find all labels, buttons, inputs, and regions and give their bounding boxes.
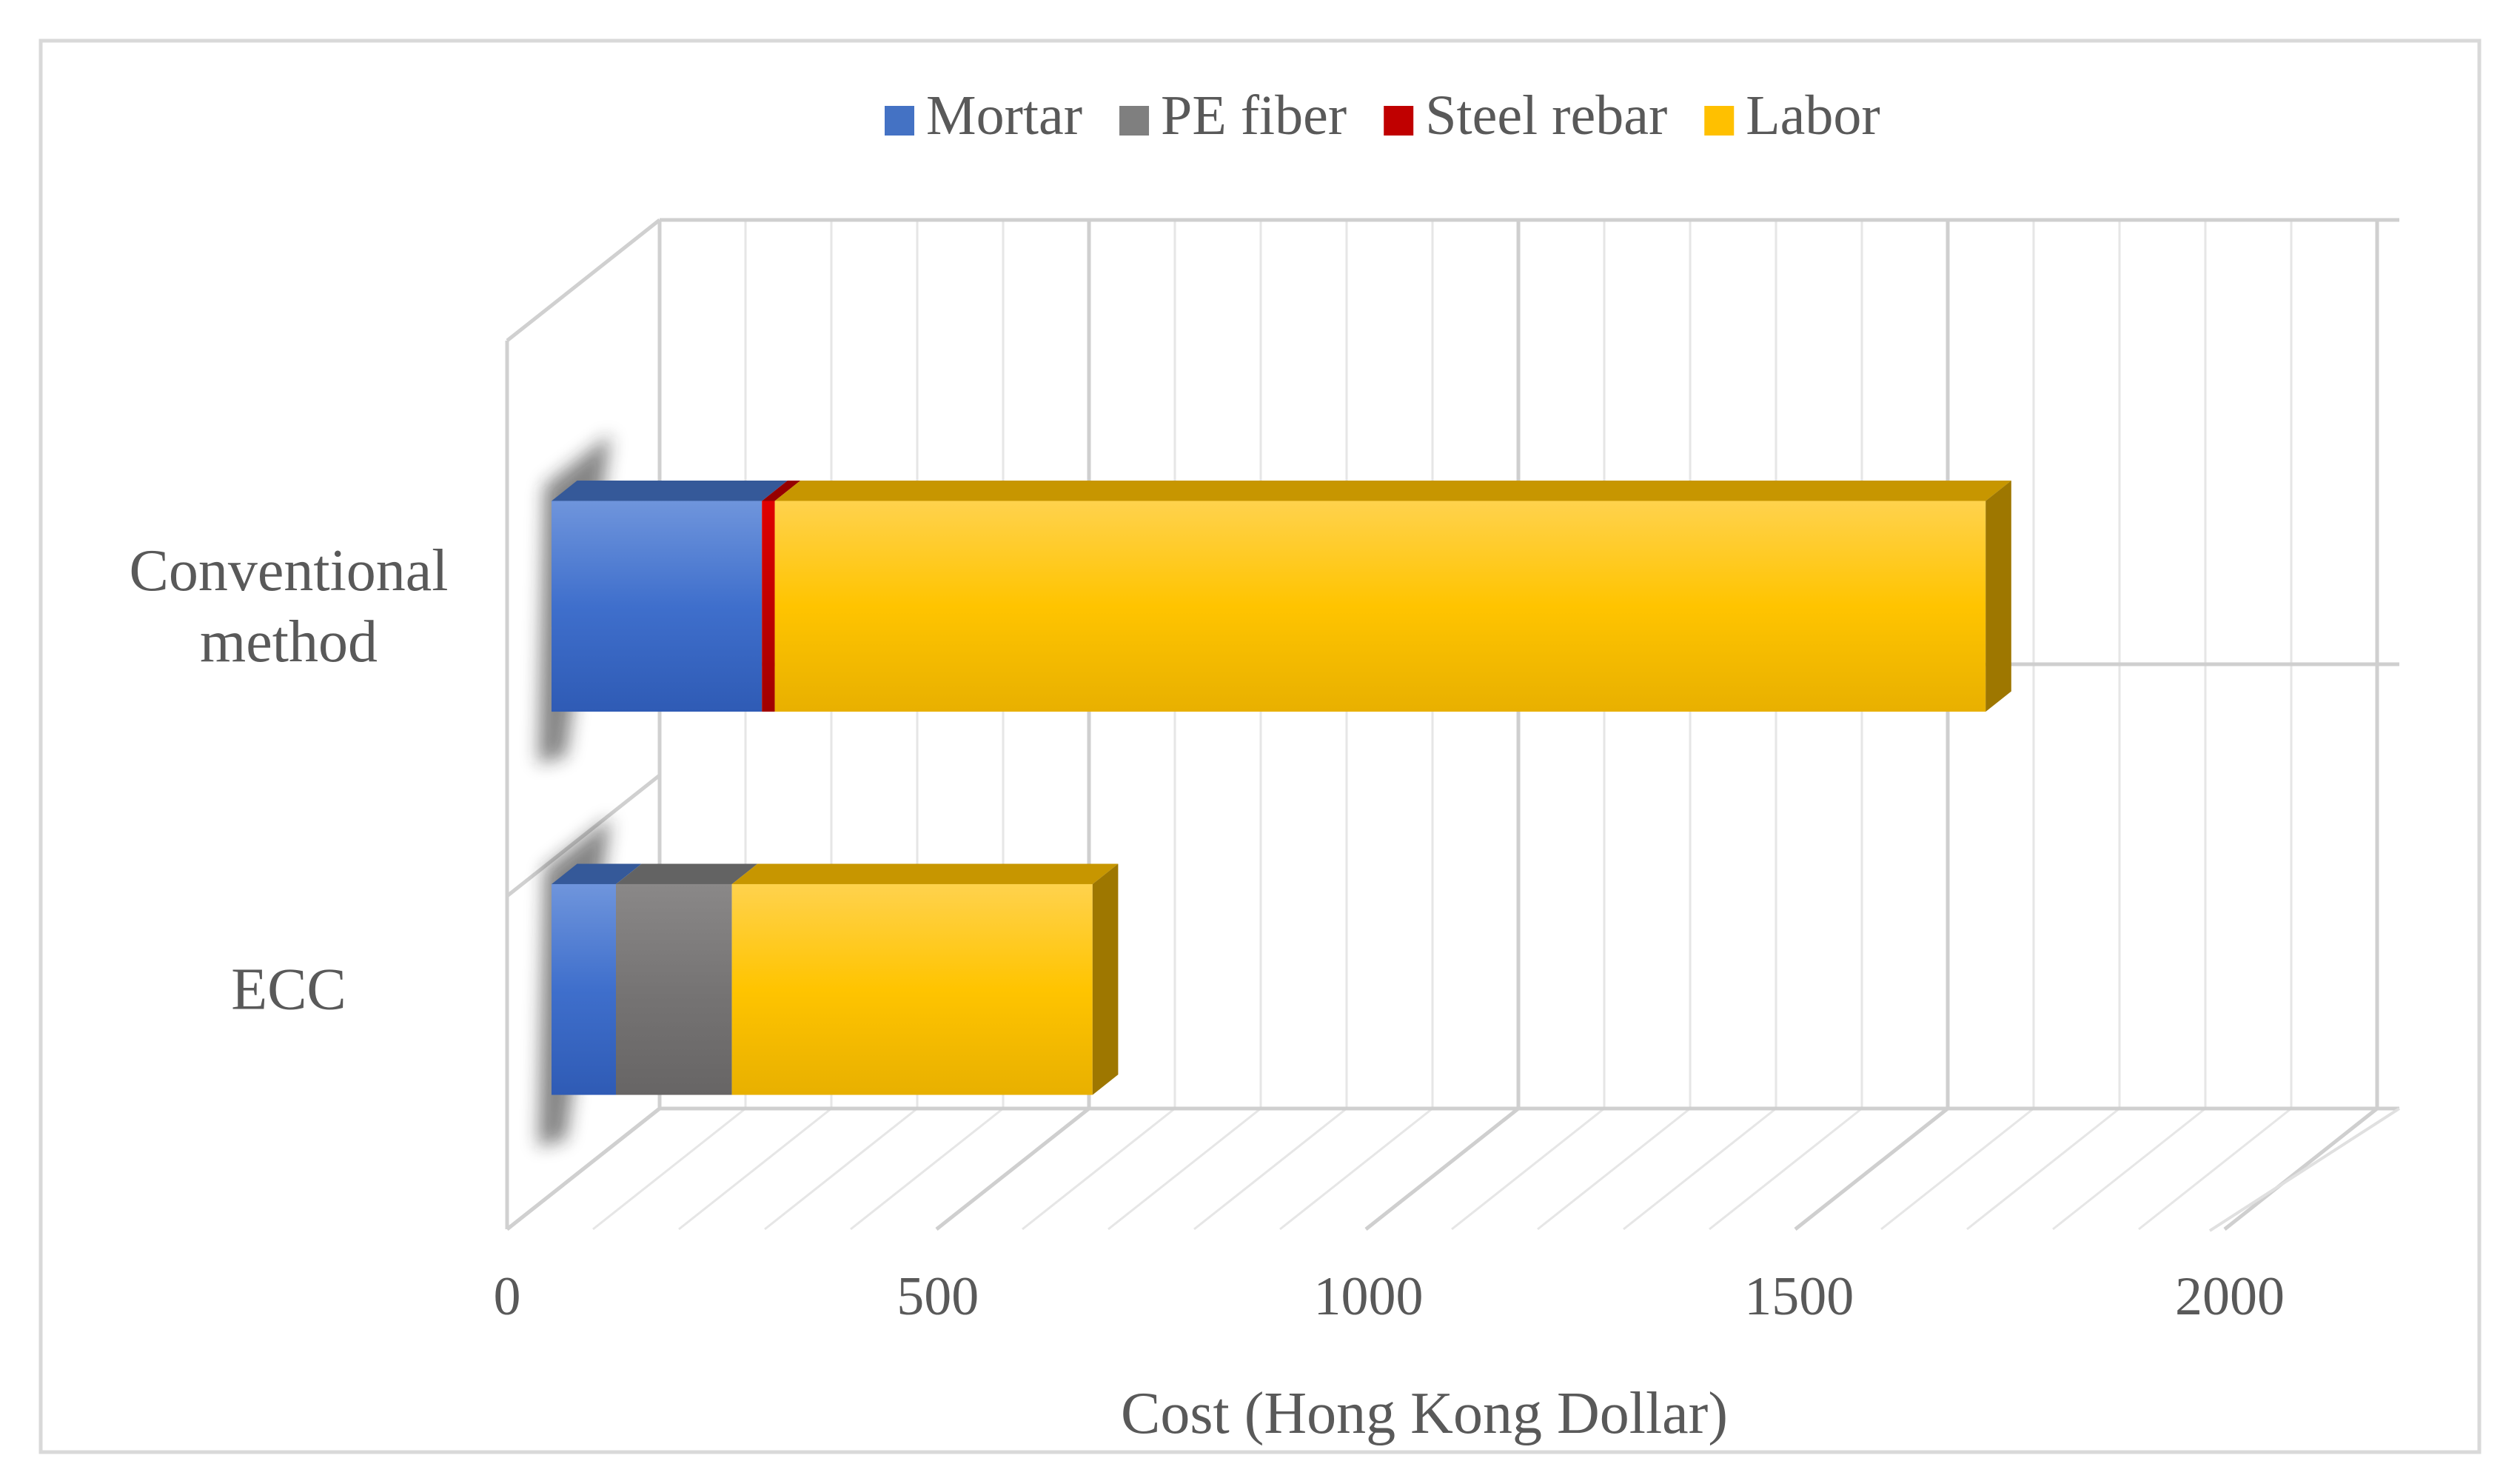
category-label-conventional-method: Conventional method <box>129 538 448 675</box>
gridline-floor <box>1623 1107 1777 1231</box>
x-tick-labels: 0 500 1000 1500 2000 <box>494 1266 2285 1327</box>
legend-label-labor: Labor <box>1746 84 1880 147</box>
gridline-floor <box>1364 1107 1520 1231</box>
bar-conventional-method-mortar <box>552 501 763 712</box>
floor-edge <box>2208 1107 2401 1232</box>
bar-ecc-labor <box>731 883 1093 1095</box>
bar-conventional-method-labor-top <box>774 481 2011 501</box>
category-label-line: Conventional <box>129 538 448 604</box>
legend-item-mortar: Mortar <box>885 84 1082 147</box>
gridline-floor <box>1537 1107 1691 1231</box>
gridline-floor <box>1022 1107 1176 1231</box>
gridline-floor <box>1451 1107 1605 1231</box>
x-axis-title: Cost (Hong Kong Dollar) <box>1121 1381 1728 1446</box>
x-tick-label: 1500 <box>1744 1266 1854 1327</box>
legend-swatch-labor <box>1704 106 1735 136</box>
bar-conventional-method-steel-rebar-top <box>762 481 801 501</box>
bars <box>538 434 2011 1147</box>
gridline-floor <box>678 1107 832 1231</box>
category-label-line: method <box>200 609 378 675</box>
bar-group-ecc <box>538 817 1119 1147</box>
bar-ecc-pe-fiber-top <box>616 863 758 884</box>
gridline-floor <box>1279 1107 1433 1231</box>
bar-conventional-method-labor <box>774 501 1986 712</box>
category-label-line: ECC <box>231 957 346 1022</box>
gridline-floor <box>1794 1107 1949 1231</box>
side-wall-edge <box>506 218 661 342</box>
gridline-floor <box>1880 1107 2034 1231</box>
legend-label-mortar: Mortar <box>926 84 1082 147</box>
gridline-floor <box>2138 1107 2292 1231</box>
gridline-floor <box>764 1107 918 1231</box>
legend-label-pe-fiber: PE fiber <box>1161 84 1347 147</box>
gridline-floor <box>935 1107 1090 1231</box>
bar-conventional-method-mortar-top <box>552 481 788 501</box>
legend: Mortar PE fiber Steel rebar Labor <box>885 84 1880 147</box>
legend-label-steel-rebar: Steel rebar <box>1425 84 1667 147</box>
gridline-floor <box>592 1107 746 1231</box>
gridline-floor <box>2052 1107 2206 1231</box>
bar-conventional-method-labor-side <box>1985 481 2011 712</box>
side-wall-edge <box>506 774 661 897</box>
legend-item-steel-rebar: Steel rebar <box>1384 84 1667 147</box>
bar-conventional-method-steel-rebar <box>762 501 775 712</box>
bar-ecc-labor-side <box>1092 863 1119 1095</box>
category-label-ecc: ECC <box>231 957 346 1022</box>
legend-swatch-steel-rebar <box>1384 106 1414 136</box>
x-tick-label: 500 <box>897 1266 979 1327</box>
bar-ecc-labor-top <box>731 863 1119 884</box>
x-tick-label: 2000 <box>2175 1266 2285 1327</box>
bar-ecc-mortar <box>552 883 616 1095</box>
bar-ecc-pe-fiber <box>616 883 732 1095</box>
bar-ecc-mortar-top <box>552 863 642 884</box>
legend-item-pe-fiber: PE fiber <box>1119 84 1347 147</box>
gridline-floor <box>850 1107 1004 1231</box>
x-tick-label: 0 <box>494 1266 521 1327</box>
gridline-floor <box>1193 1107 1347 1231</box>
category-labels: Conventional method ECC <box>129 538 448 1023</box>
legend-swatch-pe-fiber <box>1119 106 1150 136</box>
gridline-floor <box>1107 1107 1261 1231</box>
legend-item-labor: Labor <box>1704 84 1880 147</box>
bar-group-conventional-method <box>538 434 2011 764</box>
x-tick-label: 1000 <box>1314 1266 1424 1327</box>
side-wall-edge <box>506 1107 661 1231</box>
legend-swatch-mortar <box>885 106 914 136</box>
gridline-floor <box>2223 1107 2379 1231</box>
gridline-floor <box>1966 1107 2120 1231</box>
gridline-floor <box>1709 1107 1863 1231</box>
